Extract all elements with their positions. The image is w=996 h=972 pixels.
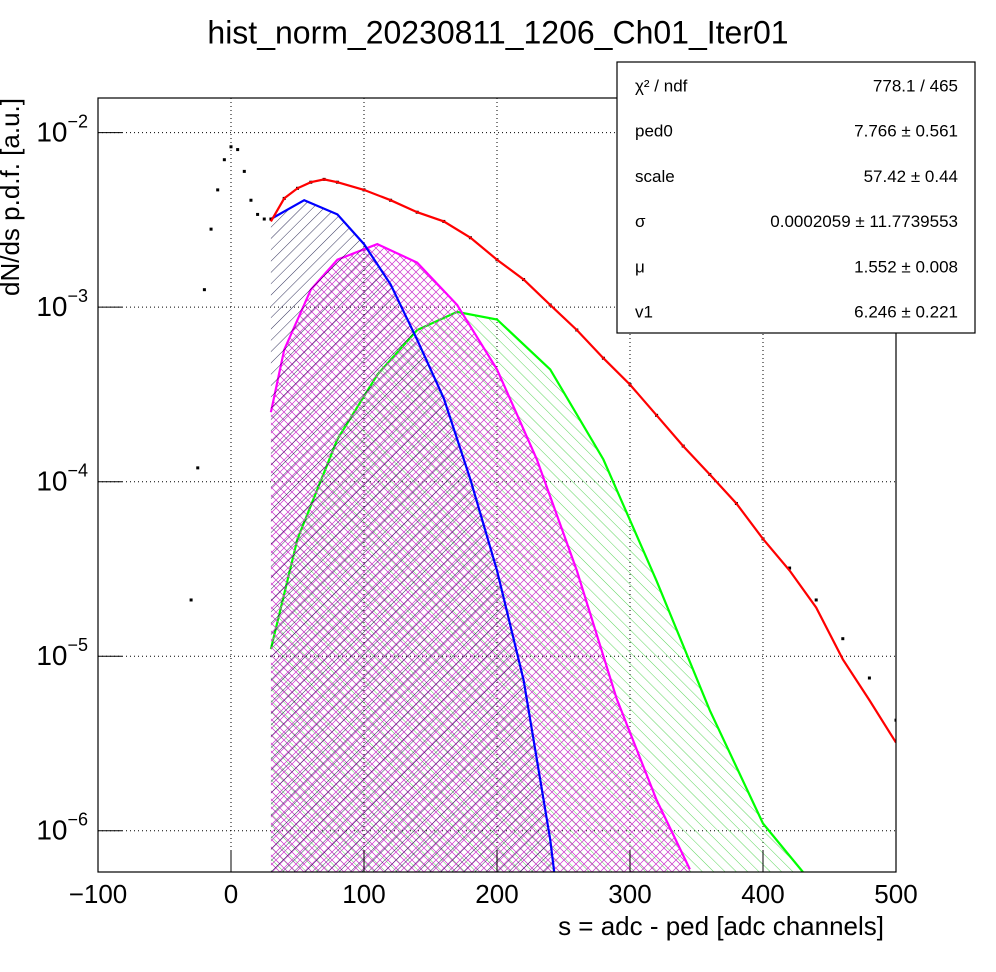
stats-value: 57.42 ± 0.44 [864,167,958,186]
stats-name: χ² / ndf [635,76,688,95]
data-point [841,637,845,641]
data-point [249,198,253,202]
curve [269,178,896,744]
data-point [269,217,273,221]
curve [270,198,556,872]
y-tick-base: 10 [36,117,67,148]
data-point [236,148,240,152]
y-tick-label: 10−5 [36,635,88,672]
stats-name: v1 [635,302,653,321]
y-tick-exponent: −5 [67,635,88,655]
x-tick-label: 300 [608,879,651,909]
y-tick-base: 10 [36,292,67,323]
data-point [814,598,818,602]
data-point [196,466,200,470]
x-tick-label: −100 [69,879,128,909]
stats-value: 778.1 / 465 [873,76,958,95]
y-tick-exponent: −4 [67,460,88,480]
x-tick-label: 400 [741,879,784,909]
data-point [189,598,193,602]
data-point [894,718,896,722]
x-tick-label: 0 [224,879,238,909]
data-point [256,212,260,216]
y-tick-label: 10−3 [36,286,88,323]
plot-area [189,145,896,872]
stats-name: scale [635,167,675,186]
y-tick-base: 10 [36,466,67,497]
y-tick-label: 10−4 [36,460,88,497]
x-tick-label: 200 [475,879,518,909]
data-point [216,188,220,192]
stats-value: 0.0002059 ± 11.7739553 [770,212,958,231]
x-axis-label: s = adc - ped [adc channels] [558,911,884,941]
hatched-area [270,200,555,872]
y-tick-base: 10 [36,815,67,846]
y-tick-exponent: −6 [67,809,88,829]
y-tick-label: 10−2 [36,111,88,148]
y-tick-exponent: −2 [67,111,88,131]
stats-value: 1.552 ± 0.008 [854,257,958,276]
data-point [788,566,792,570]
x-tick-label: 500 [874,879,917,909]
stats-value: 6.246 ± 0.221 [854,302,958,321]
y-tick-label: 10−6 [36,809,88,846]
data-point [209,227,213,231]
stats-box [616,61,976,334]
stats: χ² / ndf 778.1 / 465 ped0 7.766 ± 0.561 scal… [635,76,958,321]
data-point [242,169,246,173]
stats-name: ped0 [635,122,673,141]
data-point [202,288,206,292]
y-tick-exponent: −3 [67,286,88,306]
stats-name: μ [635,257,645,276]
data-point [867,676,871,680]
data-point [229,145,233,149]
y-axis-label: dN/ds p.d.f. [a.u.] [0,98,25,296]
stats-value: 7.766 ± 0.561 [854,122,958,141]
y-tick-base: 10 [36,641,67,672]
stats-name: σ [635,212,646,231]
data-point [222,158,226,162]
chart-title: hist_norm_20230811_1206_Ch01_Iter01 [207,14,788,50]
data-point [262,217,266,221]
x-tick-label: 100 [342,879,385,909]
